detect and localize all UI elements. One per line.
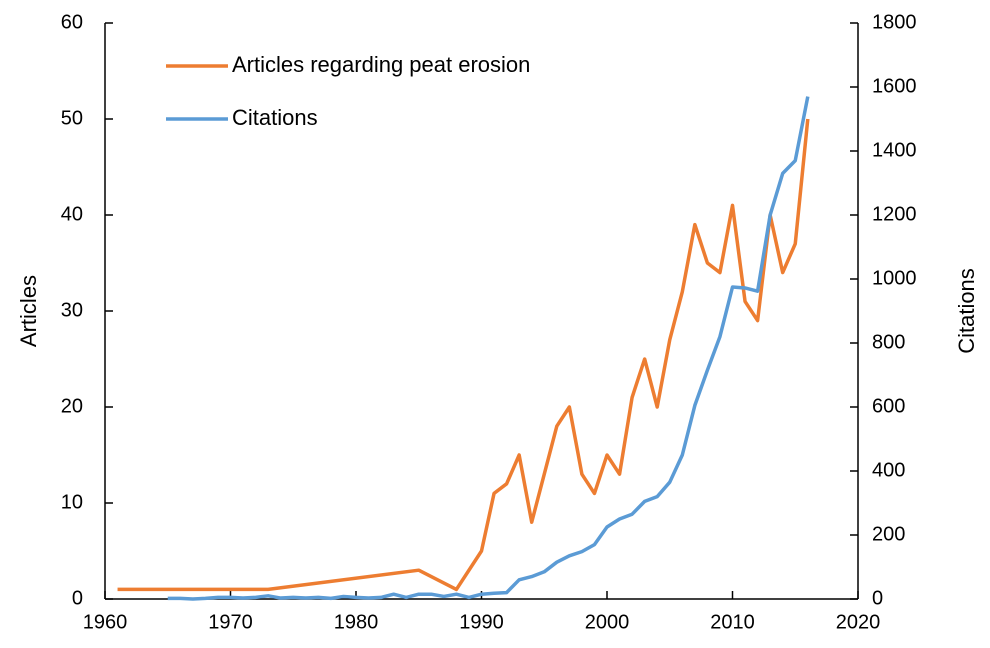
legend-label: Articles regarding peat erosion: [232, 52, 530, 77]
y-tick-label: 50: [61, 107, 83, 129]
x-tick-label: 1970: [208, 611, 253, 633]
y2-tick-label: 400: [872, 459, 905, 481]
y-axis-label: Articles: [16, 275, 41, 347]
y2-tick-label: 1200: [872, 203, 917, 225]
legend-label: Citations: [232, 105, 318, 130]
y2-tick-label: 200: [872, 523, 905, 545]
x-tick-label: 2000: [585, 611, 630, 633]
y2-tick-label: 1000: [872, 267, 917, 289]
y2-axis-label: Citations: [954, 268, 979, 354]
y2-tick-label: 1800: [872, 11, 917, 33]
y2-tick-label: 800: [872, 331, 905, 353]
series-line: [117, 118, 810, 592]
y-tick-label: 30: [61, 299, 83, 321]
y-tick-label: 40: [61, 203, 83, 225]
y2-tick-label: 1600: [872, 75, 917, 97]
y-tick-label: 20: [61, 395, 83, 417]
x-tick-label: 1990: [459, 611, 504, 633]
y2-tick-label: 0: [872, 587, 883, 609]
x-tick-label: 1980: [334, 611, 379, 633]
x-tick-label: 1960: [83, 611, 128, 633]
y2-tick-label: 600: [872, 395, 905, 417]
y-tick-label: 10: [61, 491, 83, 513]
y-tick-label: 60: [61, 11, 83, 33]
series-line: [167, 96, 810, 601]
x-tick-label: 2010: [710, 611, 755, 633]
y-tick-label: 0: [72, 587, 83, 609]
x-tick-label: 2020: [836, 611, 881, 633]
y2-tick-label: 1400: [872, 139, 917, 161]
